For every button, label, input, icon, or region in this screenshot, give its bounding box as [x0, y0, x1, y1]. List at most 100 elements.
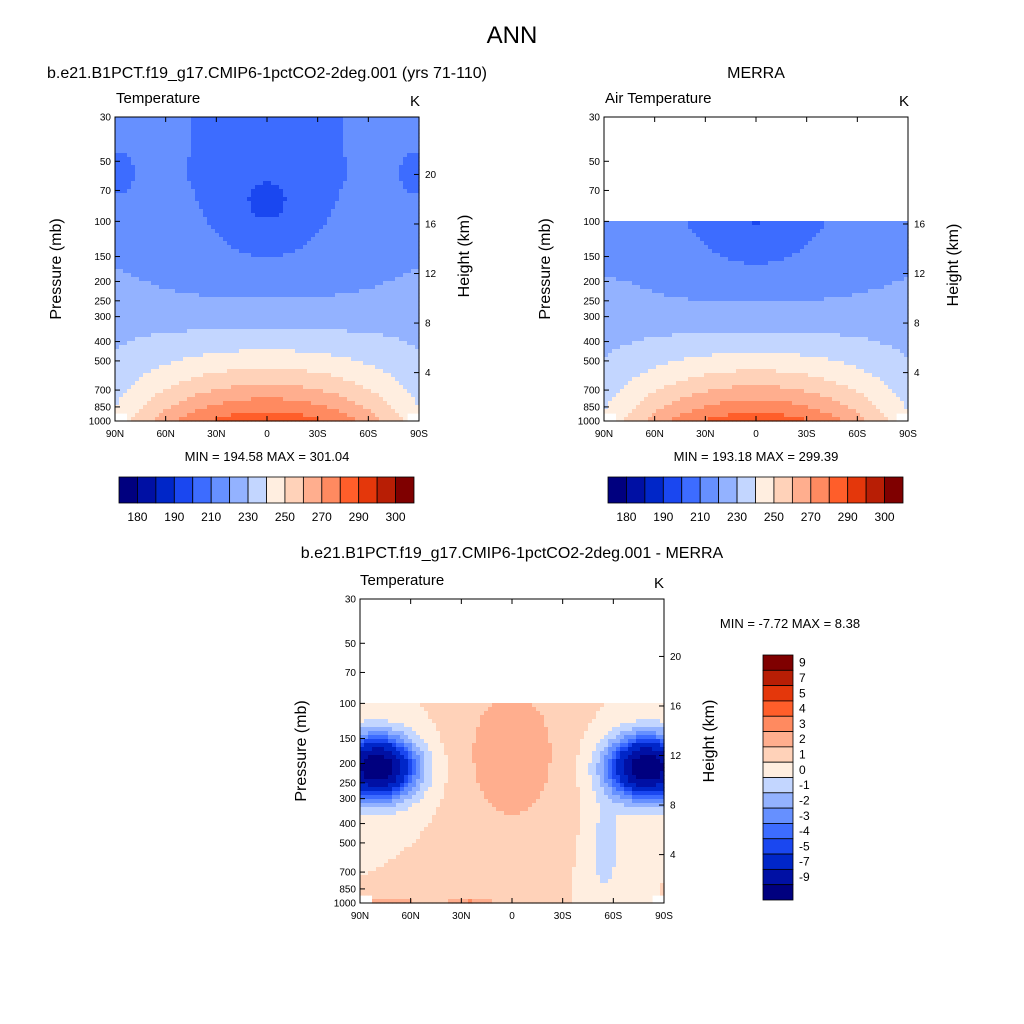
field-cell	[255, 285, 260, 290]
field-cell	[151, 229, 156, 234]
field-cell	[219, 161, 224, 166]
field-cell	[351, 313, 356, 318]
field-cell	[319, 309, 324, 314]
field-cell	[171, 233, 176, 238]
field-cell	[127, 149, 132, 154]
field-cell	[199, 301, 204, 306]
field-cell	[279, 373, 284, 378]
field-cell	[255, 161, 260, 166]
field-cell	[339, 201, 344, 206]
field-cell	[311, 305, 316, 310]
field-cell	[343, 141, 348, 146]
field-cell	[355, 205, 360, 210]
field-cell	[315, 301, 320, 306]
field-cell	[339, 161, 344, 166]
field-cell	[371, 209, 376, 214]
field-cell	[119, 157, 124, 162]
field-cell	[231, 185, 236, 190]
field-cell	[147, 205, 152, 210]
field-cell	[315, 177, 320, 182]
field-cell	[127, 153, 132, 158]
field-cell	[279, 317, 284, 322]
field-cell	[151, 237, 156, 242]
field-cell	[167, 213, 172, 218]
field-cell	[199, 269, 204, 274]
field-cell	[235, 169, 240, 174]
field-cell	[211, 289, 216, 294]
field-cell	[291, 321, 296, 326]
field-cell	[291, 213, 296, 218]
field-cell	[331, 169, 336, 174]
field-cell	[387, 337, 392, 342]
field-cell	[263, 177, 268, 182]
field-cell	[191, 357, 196, 362]
field-cell	[203, 225, 208, 230]
field-cell	[219, 345, 224, 350]
field-cell	[127, 297, 132, 302]
field-cell	[119, 201, 124, 206]
field-cell	[399, 141, 404, 146]
field-cell	[171, 289, 176, 294]
field-cell	[131, 289, 136, 294]
field-cell	[155, 341, 160, 346]
field-cell	[159, 373, 164, 378]
field-cell	[143, 185, 148, 190]
field-cell	[395, 257, 400, 262]
field-cell	[239, 125, 244, 130]
field-cell	[411, 229, 416, 234]
field-cell	[159, 273, 164, 278]
field-cell	[311, 357, 316, 362]
field-cell	[235, 193, 240, 198]
field-cell	[279, 225, 284, 230]
field-cell	[251, 365, 256, 370]
field-cell	[231, 209, 236, 214]
field-cell	[399, 257, 404, 262]
field-cell	[279, 169, 284, 174]
field-cell	[283, 293, 288, 298]
field-cell	[151, 365, 156, 370]
field-cell	[271, 277, 276, 282]
field-cell	[175, 141, 180, 146]
field-cell	[339, 329, 344, 334]
field-cell	[195, 241, 200, 246]
field-cell	[179, 281, 184, 286]
field-cell	[207, 121, 212, 126]
field-cell	[235, 297, 240, 302]
field-cell	[223, 289, 228, 294]
field-cell	[143, 333, 148, 338]
field-cell	[391, 373, 396, 378]
field-cell	[215, 197, 220, 202]
field-cell	[231, 137, 236, 142]
field-cell	[243, 141, 248, 146]
field-cell	[211, 145, 216, 150]
field-cell	[199, 353, 204, 358]
field-cell	[311, 153, 316, 158]
field-cell	[347, 349, 352, 354]
field-cell	[303, 317, 308, 322]
field-cell	[139, 365, 144, 370]
field-cell	[375, 197, 380, 202]
field-cell	[139, 269, 144, 274]
field-cell	[295, 325, 300, 330]
field-cell	[371, 137, 376, 142]
field-cell	[283, 169, 288, 174]
field-cell	[387, 333, 392, 338]
field-cell	[255, 321, 260, 326]
field-cell	[227, 217, 232, 222]
field-cell	[187, 377, 192, 382]
field-cell	[143, 309, 148, 314]
field-cell	[339, 325, 344, 330]
field-cell	[207, 321, 212, 326]
field-cell	[175, 201, 180, 206]
field-cell	[399, 241, 404, 246]
field-cell	[263, 273, 268, 278]
field-cell	[183, 289, 188, 294]
field-cell	[191, 361, 196, 366]
field-cell	[159, 309, 164, 314]
field-cell	[263, 117, 268, 122]
field-cell	[315, 201, 320, 206]
field-cell	[371, 269, 376, 274]
field-cell	[339, 289, 344, 294]
field-cell	[303, 201, 308, 206]
field-cell	[267, 265, 272, 270]
